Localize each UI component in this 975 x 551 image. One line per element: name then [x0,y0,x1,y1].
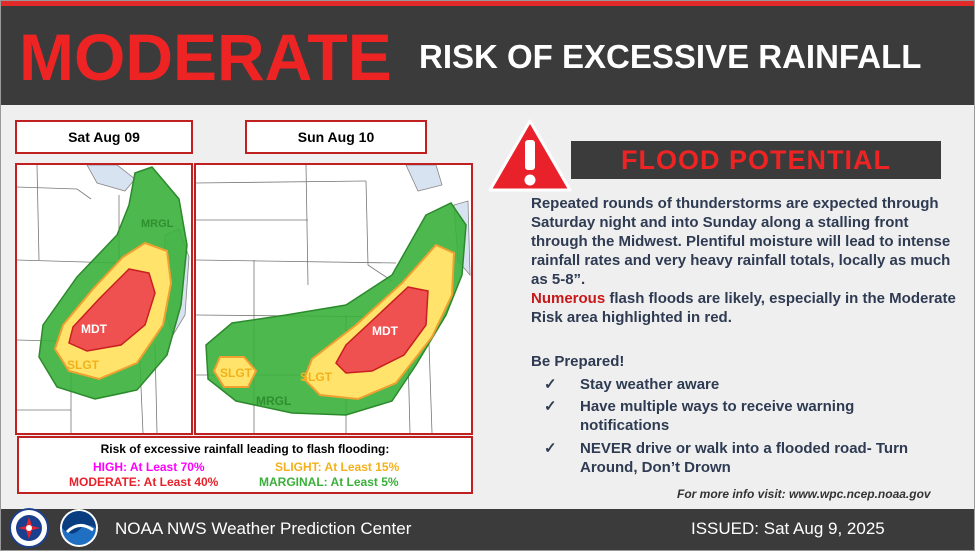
map1-label-mrgl: MRGL [141,218,174,230]
legend-title: Risk of excessive rainfall leading to fl… [100,442,390,456]
footer-bar: NOAA NWS Weather Prediction Center ISSUE… [1,509,974,550]
issued-date: ISSUED: Sat Aug 9, 2025 [691,519,885,538]
check-icon: ✓ [544,398,557,415]
flood-paragraph: Repeated rounds of thunderstorms are exp… [531,195,951,288]
map2-label-mdt: MDT [372,324,399,338]
map1-label-mdt: MDT [81,322,108,336]
prep-item-text: Stay weather aware [580,376,720,393]
legend-marginal: MARGINAL: At Least 5% [259,475,399,489]
prep-item: ✓ Have multiple ways to receive warning … [544,397,854,434]
flood-potential-bar: FLOOD POTENTIAL [571,141,941,179]
prep-item-text: Have multiple ways to receive warning no… [580,398,855,434]
noaa-logo-icon [60,509,98,547]
prep-item: ✓ Stay weather aware [544,375,719,394]
check-icon: ✓ [544,376,557,393]
risk-legend: Risk of excessive rainfall leading to fl… [17,436,473,494]
header-accent-line [1,1,974,6]
legend-high: HIGH: At Least 70% [93,460,205,474]
header-banner: MODERATE RISK OF EXCESSIVE RAINFALL [1,1,974,105]
flood-paragraph-2: flash floods are likely, especially in t… [531,290,956,326]
map2-label-slgt: SLGT [300,370,333,384]
legend-slight: SLIGHT: At Least 15% [275,460,400,474]
more-info-link[interactable]: For more info visit: www.wpc.ncep.noaa.g… [677,487,931,501]
map1-date-label: Sat Aug 09 [15,120,193,154]
map2-label-slgt-west: SLGT [220,366,253,380]
prep-item-text: NEVER drive or walk into a flooded road-… [580,440,909,476]
map2-label-mrgl: MRGL [256,394,291,408]
footer-center-name: NOAA NWS Weather Prediction Center [115,519,412,538]
warning-icon [488,119,572,192]
flood-potential-title: FLOOD POTENTIAL [621,145,891,175]
legend-moderate: MODERATE: At Least 40% [69,475,219,489]
map1-label-slgt: SLGT [67,358,100,372]
map2-date-label: Sun Aug 10 [245,120,427,154]
risk-level-title: MODERATE [19,20,392,94]
flood-description: Repeated rounds of thunderstorms are exp… [531,194,956,327]
risk-subtitle: RISK OF EXCESSIVE RAINFALL [419,38,922,75]
map-sat-aug-09: MDT SLGT MRGL [15,163,193,435]
be-prepared-title: Be Prepared! [531,353,625,370]
map-sun-aug-10: MDT SLGT SLGT MRGL [194,163,473,435]
check-icon: ✓ [544,440,557,457]
prep-item: ✓ NEVER drive or walk into a flooded roa… [544,439,908,476]
nws-logo-icon [9,508,49,548]
flood-highlight: Numerous [531,290,606,307]
